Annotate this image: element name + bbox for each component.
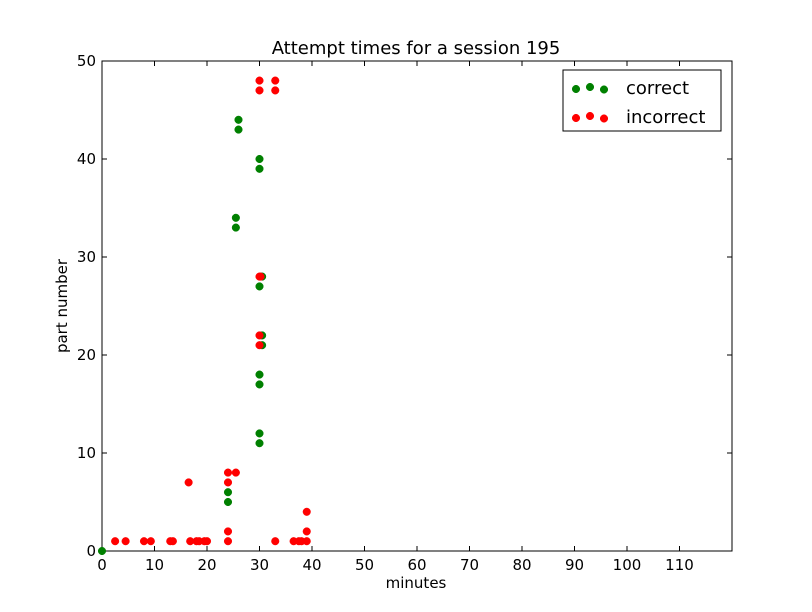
- data-point-incorrect: [223, 527, 233, 536]
- x-tick-label: 30: [250, 556, 269, 574]
- data-point-incorrect: [223, 478, 233, 487]
- x-axis: 0 10 20 30 40 50 60 70 80 90 100 110: [97, 61, 694, 574]
- legend-label-correct: correct: [626, 78, 689, 99]
- data-point-correct: [234, 125, 243, 134]
- legend: correct incorrect: [562, 69, 722, 132]
- data-point-incorrect: [184, 478, 193, 487]
- data-point-incorrect: [223, 468, 233, 477]
- data-point-correct: [97, 546, 107, 556]
- y-tick-label: 20: [77, 346, 96, 364]
- x-tick-label: 50: [355, 556, 374, 574]
- chart-title: Attempt times for a session 195: [272, 38, 561, 59]
- legend-marker-incorrect: [599, 114, 609, 123]
- data-point-incorrect: [255, 341, 264, 350]
- data-point-incorrect: [111, 537, 120, 546]
- x-tick-label: 70: [460, 556, 479, 574]
- series-incorrect: [111, 76, 311, 546]
- data-point-correct: [231, 213, 240, 222]
- data-point-incorrect: [271, 537, 280, 546]
- x-tick-label: 0: [97, 556, 107, 574]
- legend-marker-correct: [585, 82, 595, 92]
- y-tick-label: 30: [77, 248, 96, 266]
- x-tick-label: 100: [613, 556, 642, 574]
- legend-marker-correct: [599, 85, 609, 94]
- data-point-incorrect: [202, 537, 212, 546]
- data-point-incorrect: [231, 468, 240, 477]
- data-point-correct: [255, 164, 264, 173]
- x-tick-label: 40: [302, 556, 321, 574]
- y-tick-label: 40: [77, 150, 96, 168]
- legend-item-incorrect: incorrect: [571, 107, 705, 128]
- legend-box: [562, 69, 722, 132]
- x-axis-label: minutes: [386, 574, 447, 592]
- data-point-incorrect: [139, 537, 149, 546]
- data-point-correct: [255, 282, 264, 291]
- y-tick-label: 10: [77, 444, 96, 462]
- data-point-incorrect: [223, 537, 233, 546]
- data-point-correct: [255, 154, 264, 164]
- x-tick-label: 110: [665, 556, 694, 574]
- data-point-incorrect: [255, 331, 264, 340]
- data-point-incorrect: [168, 537, 177, 546]
- data-point-incorrect: [302, 527, 311, 536]
- legend-label-incorrect: incorrect: [626, 107, 705, 128]
- series-layer: [97, 76, 311, 556]
- data-point-correct: [223, 497, 233, 507]
- data-point-incorrect: [271, 76, 280, 85]
- data-point-incorrect: [256, 272, 265, 281]
- plot-frame: [101, 60, 733, 552]
- data-point-correct: [234, 115, 243, 124]
- x-tick-label: 60: [407, 556, 426, 574]
- data-point-incorrect: [146, 537, 155, 546]
- data-point-correct: [255, 380, 264, 389]
- y-tick-label: 0: [86, 542, 96, 560]
- data-point-incorrect: [121, 537, 130, 546]
- data-point-correct: [255, 370, 264, 379]
- data-point-incorrect: [255, 76, 264, 85]
- data-point-incorrect: [302, 537, 311, 546]
- y-axis-label: part number: [53, 258, 71, 353]
- data-point-correct: [223, 488, 233, 497]
- y-tick-label: 50: [77, 52, 96, 70]
- data-point-correct: [231, 223, 240, 232]
- data-point-correct: [255, 439, 264, 448]
- data-point-incorrect: [271, 86, 280, 95]
- data-point-correct: [255, 429, 264, 438]
- legend-item-correct: correct: [571, 78, 689, 99]
- x-tick-label: 10: [145, 556, 164, 574]
- x-tick-label: 80: [512, 556, 531, 574]
- legend-marker-correct: [571, 84, 581, 94]
- plot-area: [101, 60, 733, 552]
- legend-marker-incorrect: [585, 111, 595, 121]
- x-tick-label: 90: [565, 556, 584, 574]
- data-point-incorrect: [255, 86, 264, 95]
- legend-marker-incorrect: [571, 113, 581, 123]
- y-axis: 0 10 20 30 40 50: [77, 52, 732, 560]
- data-point-incorrect: [302, 507, 311, 516]
- x-tick-label: 20: [197, 556, 216, 574]
